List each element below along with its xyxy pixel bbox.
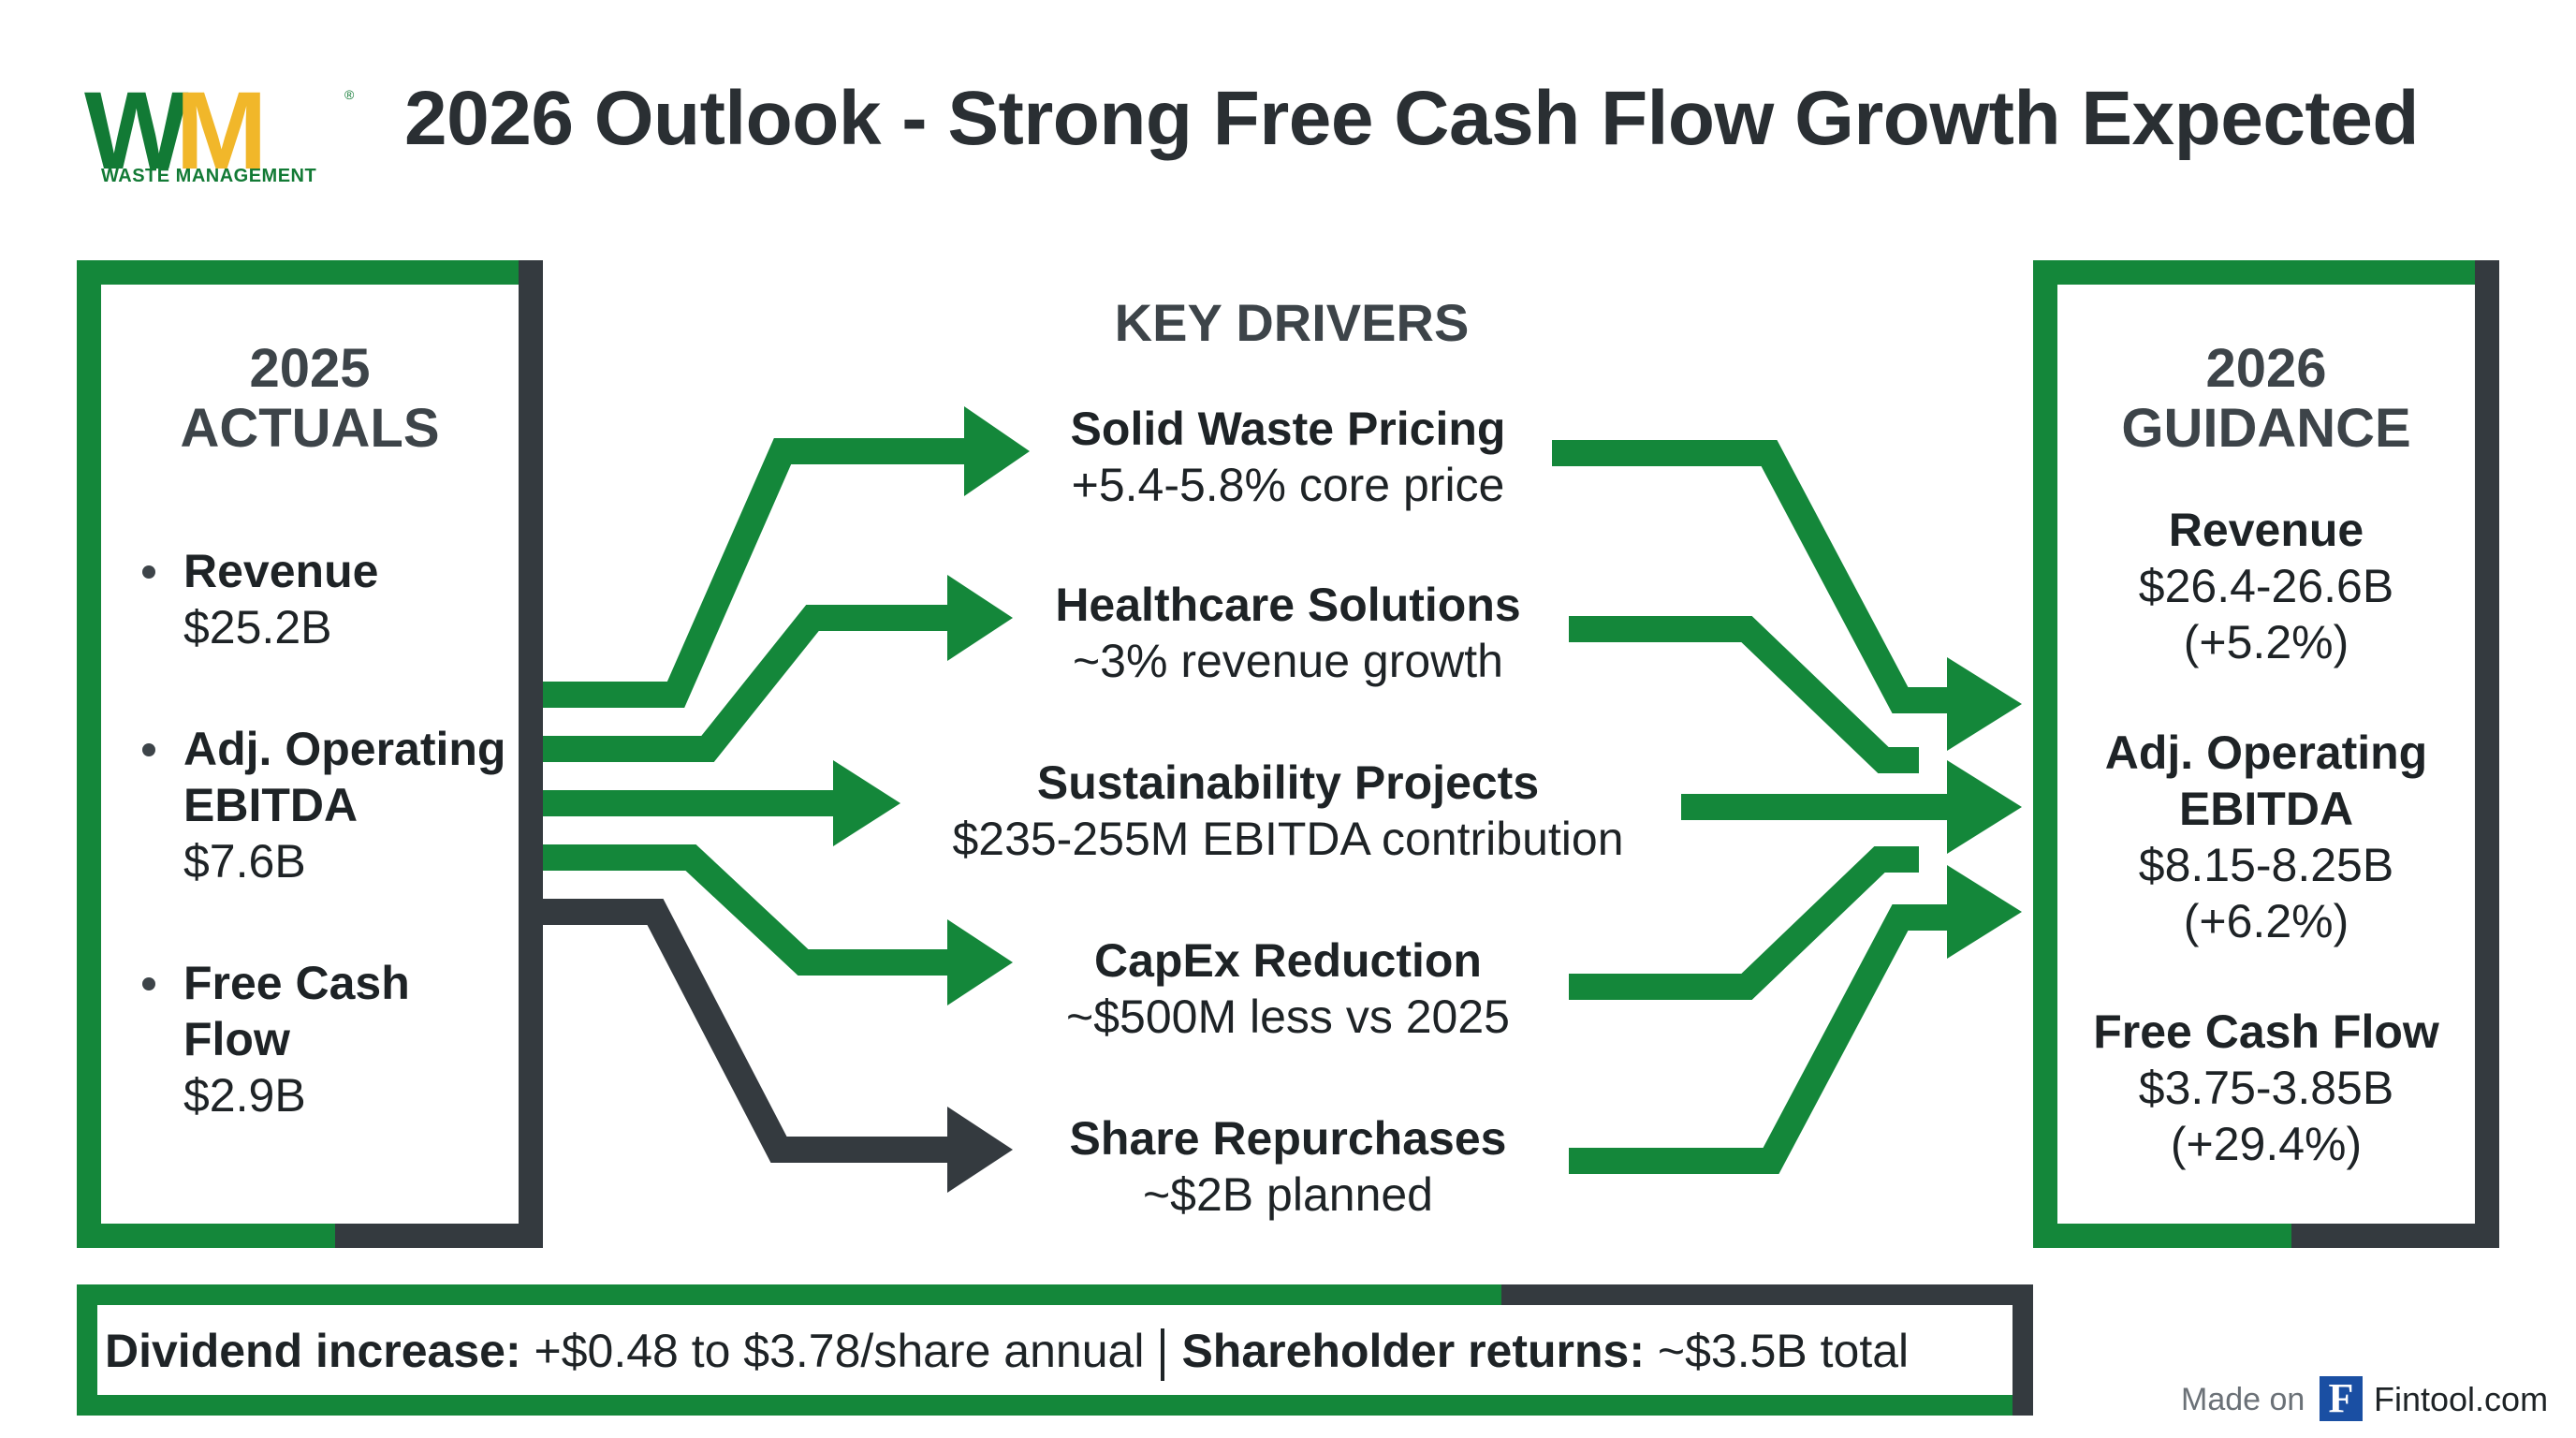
item-label: Free Cash — [183, 957, 410, 1009]
driver-solid-waste: Solid Waste Pricing +5.4-5.8% core price — [867, 401, 1709, 513]
actuals-item-revenue: Revenue $25.2B — [142, 543, 379, 655]
logo-subtext: WASTE MANAGEMENT — [101, 166, 317, 186]
bullet — [142, 743, 155, 756]
shareholder-banner — [77, 1284, 2033, 1416]
arrow-from-healthcare — [1569, 616, 1919, 773]
logo-registered-mark: ® — [344, 87, 355, 102]
item-label: Revenue — [2168, 504, 2364, 556]
banner-shadow-edge — [1501, 1284, 2033, 1305]
item-change: (+6.2%) — [2183, 895, 2349, 947]
arrowhead — [947, 575, 1013, 661]
driver-title: Healthcare Solutions — [1055, 579, 1521, 631]
item-value: $26.4-26.6B — [2138, 560, 2394, 612]
made-on-label: Made on — [2181, 1382, 2305, 1417]
driver-detail: +5.4-5.8% core price — [1071, 459, 1505, 511]
box-shadow-edge — [2291, 1224, 2499, 1248]
returns-value: ~$3.5B total — [1645, 1325, 1910, 1377]
returns-label: Shareholder returns: — [1181, 1325, 1645, 1377]
driver-title: Sustainability Projects — [1036, 756, 1540, 809]
item-label: Free Cash Flow — [2093, 1005, 2439, 1058]
arrowhead — [833, 760, 900, 846]
bullet — [142, 977, 155, 990]
item-value: $8.15-8.25B — [2138, 839, 2394, 891]
banner-text: Dividend increase: +$0.48 to $3.78/share… — [105, 1318, 1909, 1384]
logo-wordmark: WM — [84, 69, 268, 193]
arrowhead — [947, 919, 1013, 1005]
driver-title: Share Repurchases — [1069, 1112, 1507, 1165]
arrow-to-solid-waste — [543, 438, 964, 708]
box-shadow-edge — [335, 1224, 543, 1248]
item-label-2: Flow — [183, 1013, 290, 1065]
driver-detail: ~$2B planned — [1142, 1168, 1433, 1221]
driver-title: CapEx Reduction — [1094, 934, 1482, 987]
arrow-to-capex — [543, 844, 947, 976]
guidance-box: 2026 GUIDANCE Revenue $26.4-26.6B (+5.2%… — [2033, 260, 2499, 1248]
arrowhead — [1947, 657, 2022, 751]
arrow-to-healthcare — [543, 605, 947, 762]
guidance-heading: GUIDANCE — [2121, 398, 2411, 459]
actuals-item-ebitda: Adj. Operating EBITDA $7.6B — [142, 721, 506, 889]
driver-detail: $235-255M EBITDA contribution — [952, 813, 1624, 865]
item-label: Revenue — [183, 545, 379, 597]
driver-title: Solid Waste Pricing — [1070, 403, 1506, 455]
driver-detail: ~3% revenue growth — [1072, 635, 1503, 687]
arrowhead — [1947, 865, 2022, 959]
item-value: $7.6B — [183, 835, 306, 888]
item-value: $3.75-3.85B — [2138, 1062, 2394, 1114]
guidance-item-fcf: Free Cash Flow $3.75-3.85B (+29.4%) — [2057, 1004, 2475, 1172]
box-shadow-edge — [2475, 260, 2499, 1248]
item-label: Adj. Operating — [2104, 726, 2428, 779]
arrow-from-solid-waste — [1552, 440, 1947, 713]
arrowhead — [947, 1107, 1013, 1193]
item-change: (+5.2%) — [2183, 616, 2349, 668]
actuals-heading: ACTUALS — [180, 398, 440, 459]
box-shadow-edge — [519, 260, 543, 1248]
arrow-from-capex — [1569, 846, 1919, 1000]
page-title: 2026 Outlook - Strong Free Cash Flow Gro… — [404, 76, 2419, 161]
actuals-heading-year: 2025 — [249, 338, 371, 399]
driver-sustainability: Sustainability Projects $235-255M EBITDA… — [867, 755, 1709, 867]
fintool-icon: F — [2320, 1376, 2363, 1421]
item-value: $25.2B — [183, 601, 332, 653]
item-value: $2.9B — [183, 1069, 306, 1122]
arrowhead — [964, 406, 1030, 496]
arrowhead — [1947, 760, 2022, 854]
bullet — [142, 565, 155, 579]
driver-buybacks: Share Repurchases ~$2B planned — [867, 1110, 1709, 1223]
driver-healthcare: Healthcare Solutions ~3% revenue growth — [867, 577, 1709, 689]
item-label: Adj. Operating — [183, 723, 506, 775]
guidance-item-ebitda: Adj. Operating EBITDA $8.15-8.25B (+6.2%… — [2057, 725, 2475, 949]
arrow-from-buybacks — [1569, 904, 1947, 1174]
dividend-label: Dividend increase: — [105, 1325, 521, 1377]
banner-shadow-edge — [2012, 1284, 2033, 1416]
key-drivers-heading: KEY DRIVERS — [1114, 293, 1470, 352]
item-label-2: EBITDA — [2178, 783, 2354, 835]
actuals-item-fcf: Free Cash Flow $2.9B — [142, 955, 410, 1123]
driver-detail: ~$500M less vs 2025 — [1066, 990, 1510, 1043]
actuals-box: 2025 ACTUALS Revenue $25.2B Adj. Operati… — [77, 260, 543, 1248]
dividend-value: +$0.48 to $3.78/share annual — [520, 1325, 1145, 1377]
fintool-link[interactable]: Fintool.com — [2374, 1380, 2549, 1418]
driver-capex: CapEx Reduction ~$500M less vs 2025 — [867, 932, 1709, 1045]
banner-divider — [1161, 1328, 1165, 1381]
arrow-to-buybacks — [543, 899, 947, 1163]
guidance-heading-year: 2026 — [2205, 338, 2327, 399]
wm-logo: WM ® WASTE MANAGEMENT — [84, 69, 365, 193]
item-label-2: EBITDA — [183, 779, 359, 831]
item-change: (+29.4%) — [2170, 1118, 2363, 1170]
guidance-item-revenue: Revenue $26.4-26.6B (+5.2%) — [2057, 502, 2475, 670]
